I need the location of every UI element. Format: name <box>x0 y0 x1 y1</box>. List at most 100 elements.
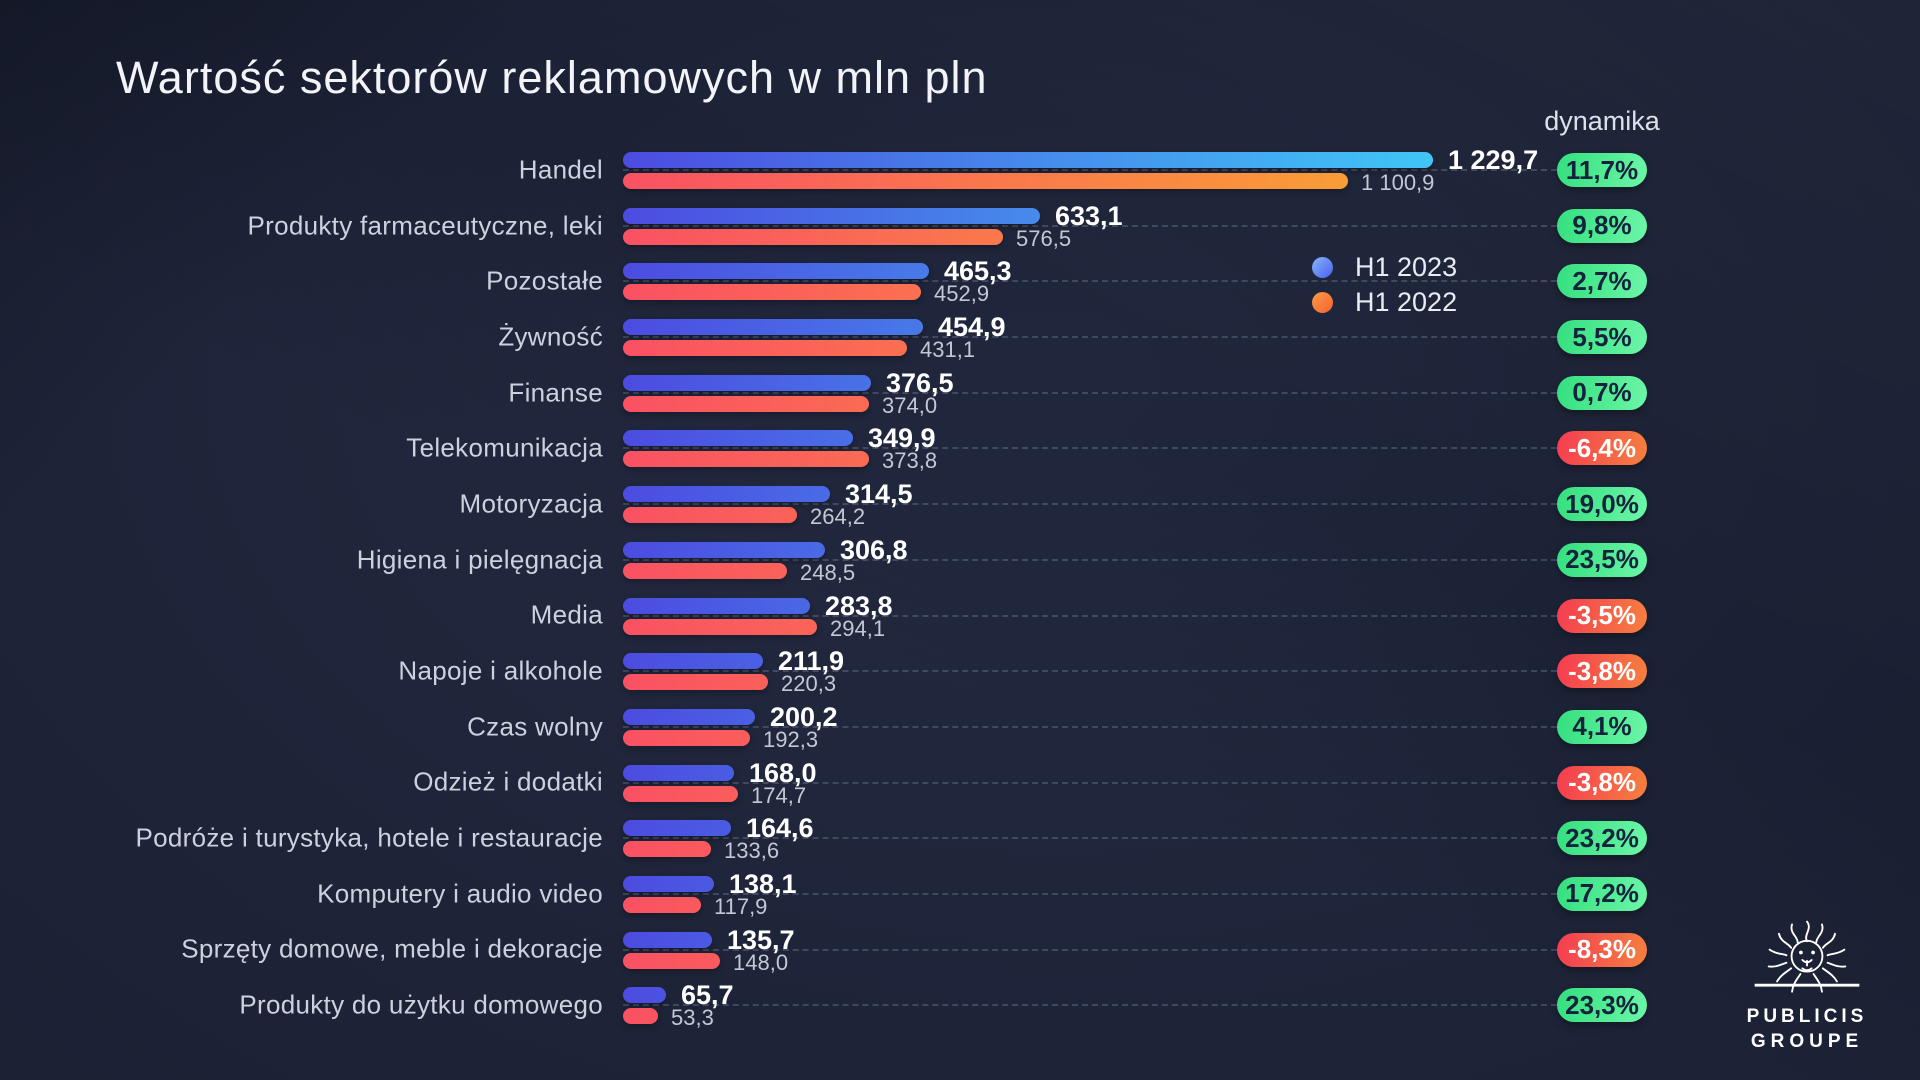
value-h1-2023: 349,9 <box>868 423 936 454</box>
sector-label: Higiena i pielęgnacja <box>356 544 603 575</box>
legend-dot-h1-2022-icon <box>1312 292 1333 313</box>
value-h1-2022: 133,6 <box>724 838 780 864</box>
sector-label: Komputery i audio video <box>317 878 603 909</box>
sector-row: Podróże i turystyka, hotele i restauracj… <box>0 810 1920 866</box>
bar-h1-2022 <box>623 284 921 301</box>
sector-label: Motoryzacja <box>459 488 603 519</box>
row-gridline <box>623 670 1557 673</box>
dynamics-badge: -6,4% <box>1557 431 1647 466</box>
value-h1-2023: 164,6 <box>746 813 814 844</box>
sector-label: Odzież i dodatki <box>413 766 603 797</box>
bar-h1-2023 <box>623 541 825 558</box>
bar-h1-2023 <box>623 374 871 391</box>
sector-row: Finanse 376,5 374,0 0,7% <box>0 365 1920 421</box>
bar-h1-2022 <box>623 1008 658 1025</box>
sector-row: Żywność 454,9 431,1 5,5% <box>0 309 1920 365</box>
value-h1-2022: 452,9 <box>934 281 990 307</box>
sector-row: Komputery i audio video 138,1 117,9 17,2… <box>0 866 1920 922</box>
value-h1-2023: 138,1 <box>729 868 797 899</box>
row-gridline <box>623 280 1557 283</box>
row-gridline <box>623 224 1557 227</box>
bar-h1-2023 <box>623 597 810 614</box>
row-gridline <box>623 614 1557 617</box>
bar-h1-2022 <box>623 507 797 524</box>
sector-label: Media <box>530 599 603 630</box>
dynamics-badge: -3,8% <box>1557 765 1647 800</box>
sector-label: Produkty farmaceutyczne, leki <box>247 210 603 241</box>
dynamics-badge: 5,5% <box>1557 320 1647 355</box>
bar-h1-2022 <box>623 896 701 913</box>
bar-h1-2023 <box>623 319 923 336</box>
value-h1-2023: 376,5 <box>886 367 954 398</box>
dynamics-badge: 2,7% <box>1557 264 1647 299</box>
lion-icon <box>1754 920 1860 993</box>
row-gridline <box>623 1004 1557 1007</box>
bar-h1-2023 <box>623 875 714 892</box>
value-h1-2023: 211,9 <box>778 646 845 677</box>
sector-label: Czas wolny <box>467 711 603 742</box>
bar-h1-2023 <box>623 708 755 725</box>
value-h1-2022: 220,3 <box>781 671 837 697</box>
legend-label-h1-2022: H1 2022 <box>1355 287 1458 317</box>
sector-label: Produkty do użytku domowego <box>239 989 603 1020</box>
value-h1-2022: 53,3 <box>671 1005 714 1031</box>
row-gridline <box>623 837 1557 840</box>
sector-row: Media 283,8 294,1 -3,5% <box>0 588 1920 644</box>
dynamics-badge: 23,2% <box>1557 821 1647 856</box>
sector-label: Handel <box>518 154 603 185</box>
legend: H1 2023 H1 2022 <box>1312 250 1457 320</box>
bar-h1-2022 <box>623 340 907 357</box>
sector-row: Pozostałe 465,3 452,9 2,7% <box>0 253 1920 309</box>
value-h1-2023: 135,7 <box>727 924 795 955</box>
bar-h1-2023 <box>623 653 763 670</box>
bar-h1-2022 <box>623 173 1348 189</box>
bar-h1-2022 <box>623 674 768 691</box>
row-gridline <box>623 892 1557 895</box>
legend-label-h1-2023: H1 2023 <box>1355 252 1458 282</box>
publicis-groupe-logo: PUBLICIS GROUPE <box>1742 916 1872 1053</box>
row-gridline <box>623 948 1557 951</box>
sector-row: Napoje i alkohole 211,9 220,3 -3,8% <box>0 643 1920 699</box>
dynamics-badge: -3,5% <box>1557 598 1647 633</box>
sector-label: Sprzęty domowe, meble i dekoracje <box>181 933 603 964</box>
bar-h1-2022 <box>623 562 787 579</box>
dynamics-badge: 17,2% <box>1557 876 1647 911</box>
row-gridline <box>623 725 1557 728</box>
legend-item-h1-2022: H1 2022 <box>1312 285 1457 320</box>
row-gridline <box>623 169 1557 171</box>
legend-item-h1-2023: H1 2023 <box>1312 250 1457 285</box>
row-gridline <box>623 391 1557 394</box>
legend-dot-h1-2023-icon <box>1312 257 1333 278</box>
bar-h1-2023 <box>623 263 929 280</box>
dynamics-badge: 0,7% <box>1557 375 1647 410</box>
bar-h1-2022 <box>623 729 750 746</box>
value-h1-2023: 454,9 <box>938 312 1006 343</box>
row-gridline <box>623 558 1557 561</box>
value-h1-2022: 431,1 <box>920 337 976 363</box>
value-h1-2022: 576,5 <box>1016 225 1072 251</box>
sector-row: Sprzęty domowe, meble i dekoracje 135,7 … <box>0 922 1920 978</box>
value-h1-2022: 264,2 <box>810 504 866 530</box>
sector-label: Napoje i alkohole <box>398 655 603 686</box>
bar-h1-2023 <box>623 430 853 447</box>
sector-row: Handel 1 229,7 1 100,9 11,7% <box>0 142 1920 198</box>
bar-h1-2023 <box>623 987 666 1004</box>
value-h1-2023: 1 229,7 <box>1448 145 1539 175</box>
sector-label: Finanse <box>508 377 603 408</box>
bar-h1-2023 <box>623 764 734 781</box>
value-h1-2022: 192,3 <box>763 726 819 752</box>
value-h1-2022: 174,7 <box>751 782 807 808</box>
bar-h1-2022 <box>623 785 738 802</box>
value-h1-2023: 65,7 <box>681 980 734 1011</box>
sector-label: Podróże i turystyka, hotele i restauracj… <box>135 822 603 853</box>
chart-title: Wartość sektorów reklamowych w mln pln <box>116 52 988 103</box>
value-h1-2023: 306,8 <box>840 534 908 565</box>
bar-h1-2022 <box>623 841 711 858</box>
sector-row: Odzież i dodatki 168,0 174,7 -3,8% <box>0 755 1920 811</box>
sector-label: Żywność <box>498 321 603 352</box>
sector-label: Telekomunikacja <box>406 432 603 463</box>
value-h1-2023: 168,0 <box>749 757 817 788</box>
bar-h1-2022 <box>623 228 1003 245</box>
dynamics-badge: 23,5% <box>1557 542 1647 577</box>
